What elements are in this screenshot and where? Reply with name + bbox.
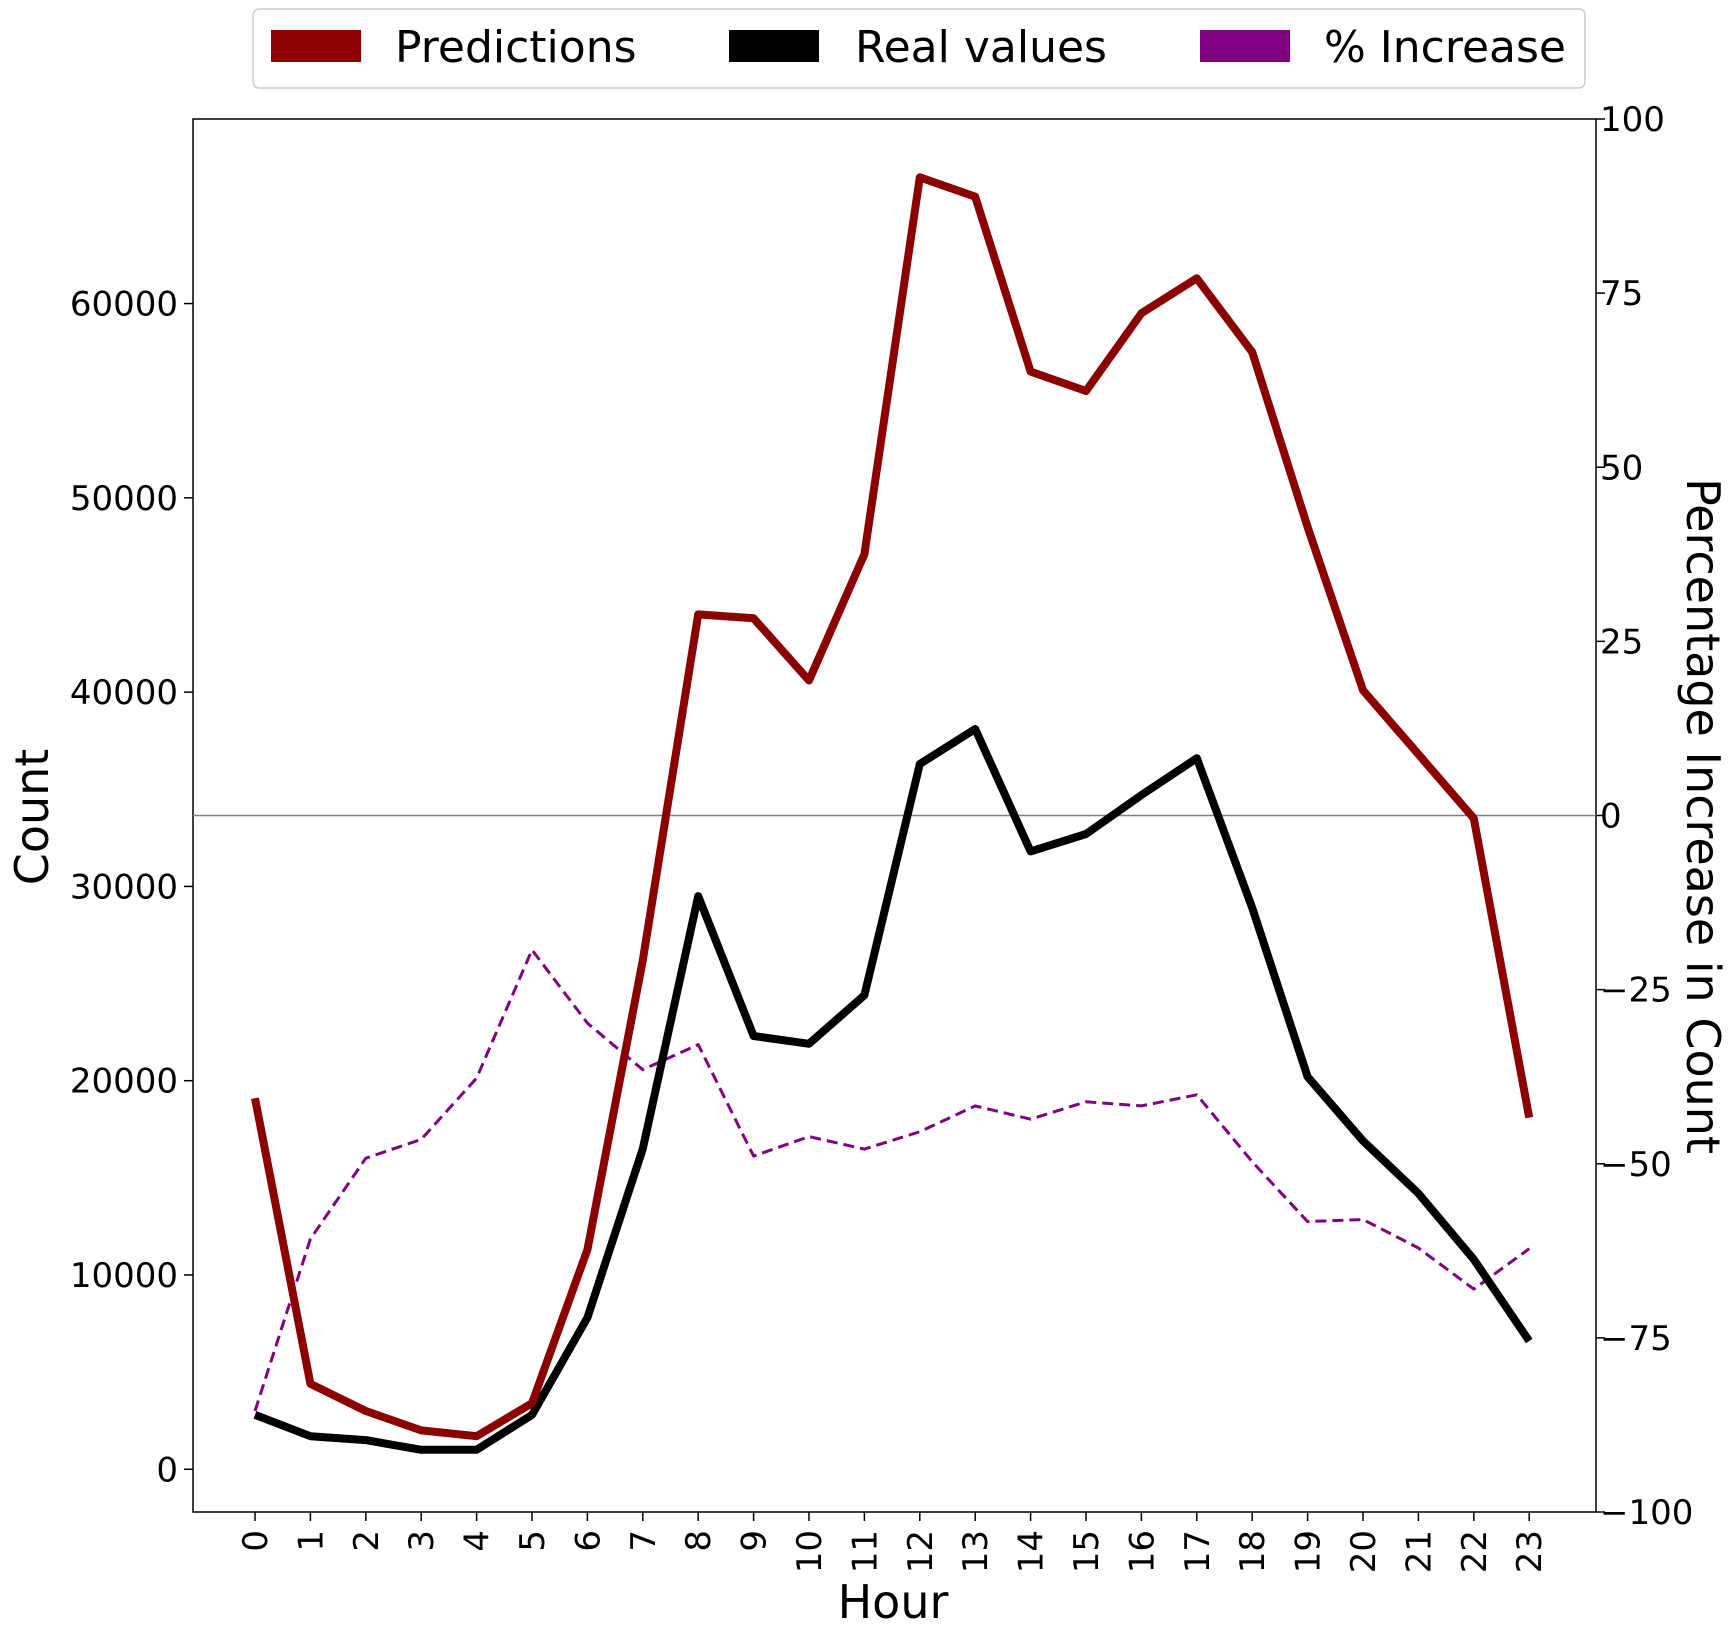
y2-tick-label: 25 <box>1600 622 1643 662</box>
y-tick-label: 50000 <box>70 479 178 519</box>
x-tick-label: 21 <box>1399 1530 1439 1573</box>
y2-tick-label: −75 <box>1600 1319 1672 1359</box>
x-axis-label: Hour <box>838 1575 949 1628</box>
series-line-real-values <box>253 725 1533 1454</box>
legend: Predictions Real values % Increase <box>252 8 1586 89</box>
x-tick-label: 0 <box>236 1530 276 1552</box>
legend-swatch-pct-increase <box>1200 30 1290 62</box>
x-tick-label: 11 <box>845 1530 885 1573</box>
x-tick-label: 22 <box>1455 1530 1495 1573</box>
y-tick-label: 30000 <box>70 867 178 907</box>
y2-tick-label: 100 <box>1600 100 1665 140</box>
x-tick-label: 3 <box>402 1530 442 1552</box>
y2-tick-label: 75 <box>1600 274 1643 314</box>
x-tick-label: 18 <box>1233 1530 1273 1573</box>
x-tick-label: 17 <box>1178 1530 1218 1573</box>
legend-swatch-real-values <box>729 30 819 62</box>
x-tick-label: 19 <box>1289 1530 1329 1573</box>
x-axis-ticks: 0 1 2 3 4 5 6 7 8 9 10 11 12 13 14 15 16 17 18 19 20 21 22 23 <box>236 1512 1550 1573</box>
y-tick-label: 40000 <box>70 673 178 713</box>
legend-label-real-values: Real values <box>855 22 1107 73</box>
x-tick-label: 9 <box>735 1530 775 1552</box>
y-axis-ticks: 0 10000 20000 30000 40000 50000 60000 <box>70 285 193 1490</box>
legend-box <box>252 8 1586 89</box>
x-tick-label: 2 <box>347 1530 387 1552</box>
x-tick-label: 10 <box>790 1530 830 1573</box>
legend-label-pct-increase: % Increase <box>1324 22 1566 73</box>
x-tick-label: 20 <box>1344 1530 1384 1573</box>
x-tick-label: 8 <box>679 1530 719 1552</box>
y2-axis-ticks: −100 −75 −50 −25 0 25 50 75 100 <box>1596 100 1693 1533</box>
legend-label-predictions: Predictions <box>395 22 637 73</box>
x-tick-label: 15 <box>1067 1530 1107 1573</box>
y2-tick-label: −50 <box>1600 1145 1672 1185</box>
y2-axis-label: Percentage Increase in Count <box>1676 478 1730 1154</box>
x-tick-label: 14 <box>1012 1530 1052 1573</box>
series-layer <box>251 173 1534 1454</box>
y-tick-label: 60000 <box>70 285 178 325</box>
x-tick-label: 6 <box>568 1530 608 1552</box>
x-tick-label: 13 <box>956 1530 996 1573</box>
x-tick-label: 12 <box>901 1530 941 1573</box>
series-line-predictions <box>251 173 1534 1441</box>
legend-swatch-predictions <box>271 30 361 62</box>
x-tick-label: 4 <box>458 1530 498 1552</box>
y-tick-label: 0 <box>156 1450 178 1490</box>
x-tick-label: 1 <box>291 1530 331 1552</box>
x-tick-label: 7 <box>624 1530 664 1552</box>
y2-tick-label: −25 <box>1600 971 1672 1011</box>
y2-tick-label: 0 <box>1600 797 1622 837</box>
y-tick-label: 20000 <box>70 1062 178 1102</box>
series-line-increase <box>253 948 1531 1412</box>
y2-tick-label: −100 <box>1600 1493 1693 1533</box>
y2-tick-label: 50 <box>1600 448 1643 488</box>
y-tick-label: 10000 <box>70 1256 178 1296</box>
x-tick-label: 23 <box>1510 1530 1550 1573</box>
y-axis-label: Count <box>5 749 59 886</box>
x-tick-label: 16 <box>1122 1530 1162 1573</box>
x-tick-label: 5 <box>513 1530 553 1552</box>
